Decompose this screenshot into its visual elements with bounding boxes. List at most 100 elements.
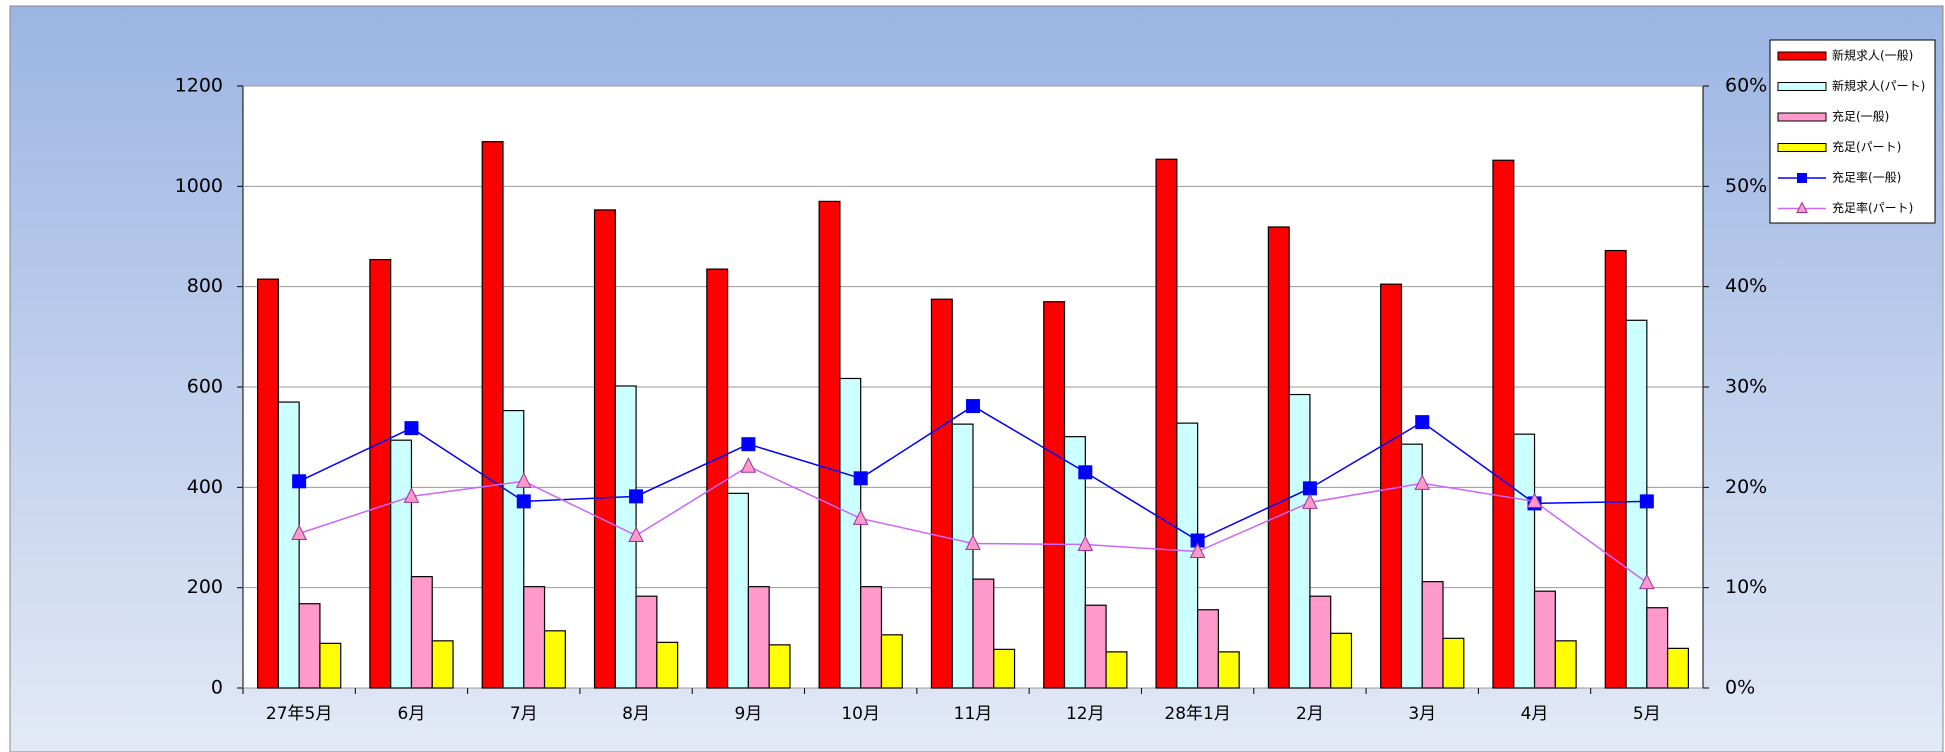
y-tick-label: 800 bbox=[187, 275, 223, 297]
x-tick-label: 2月 bbox=[1296, 704, 1324, 724]
x-tick-label: 10月 bbox=[841, 704, 880, 724]
x-tick-label: 7月 bbox=[510, 704, 538, 724]
bar bbox=[1492, 159, 1515, 689]
bar bbox=[523, 586, 546, 689]
bar bbox=[1105, 651, 1128, 689]
bar bbox=[972, 578, 995, 689]
legend-label: 充足率(パート) bbox=[1832, 200, 1913, 215]
y-tick-label: 1200 bbox=[175, 75, 223, 97]
marker bbox=[1189, 542, 1206, 559]
legend bbox=[1769, 39, 1936, 224]
legend-items: 新規求人(一般) 新規求人(パート) 充足(一般) 充足(パート) 充足率(一般) 充足率… bbox=[1777, 48, 1925, 215]
marker bbox=[1302, 493, 1318, 509]
x-tick-label: 4月 bbox=[1521, 704, 1549, 724]
marker bbox=[853, 471, 868, 486]
y2-tick-label: 60% bbox=[1725, 75, 1767, 97]
legend-label: 充足率(一般) bbox=[1832, 170, 1901, 185]
marker bbox=[516, 494, 531, 509]
marker bbox=[852, 509, 869, 525]
marker bbox=[515, 472, 532, 488]
bar bbox=[298, 603, 321, 689]
bar bbox=[706, 268, 729, 689]
bar bbox=[431, 640, 454, 689]
x-tick-label: 6月 bbox=[398, 704, 426, 724]
bar bbox=[1533, 590, 1556, 689]
bar bbox=[951, 423, 974, 689]
marker bbox=[1414, 474, 1431, 490]
bar bbox=[839, 377, 862, 689]
legend-swatch bbox=[1777, 143, 1827, 152]
marker bbox=[291, 524, 307, 540]
marker bbox=[1415, 415, 1430, 430]
marker bbox=[628, 526, 644, 542]
bar bbox=[1197, 609, 1219, 689]
y-tick-label: 600 bbox=[187, 376, 223, 398]
legend-label: 新規求人(一般) bbox=[1832, 48, 1913, 63]
marker bbox=[1639, 494, 1654, 509]
bar bbox=[1442, 637, 1465, 689]
marker bbox=[1302, 481, 1317, 496]
y2-tick-label: 50% bbox=[1725, 175, 1767, 197]
bar bbox=[727, 492, 749, 689]
bar bbox=[1288, 393, 1311, 689]
y2-tick-label: 40% bbox=[1725, 275, 1767, 297]
y2-tick-label: 20% bbox=[1725, 476, 1767, 498]
bar bbox=[1063, 436, 1086, 689]
bar bbox=[768, 644, 791, 689]
x-tick-label: 12月 bbox=[1066, 704, 1105, 724]
legend-swatch bbox=[1777, 112, 1827, 122]
y-tick-label: 400 bbox=[187, 476, 223, 498]
legend-marker bbox=[1797, 173, 1807, 183]
bar bbox=[277, 401, 300, 689]
y-tick-label: 0 bbox=[211, 677, 223, 699]
marker bbox=[629, 489, 644, 504]
marker bbox=[1526, 492, 1543, 508]
bar bbox=[1217, 651, 1240, 689]
marker bbox=[404, 421, 419, 436]
marker bbox=[403, 487, 420, 503]
bar bbox=[930, 298, 953, 689]
y2-tick-label: 10% bbox=[1725, 576, 1767, 598]
legend-label: 新規求人(パート) bbox=[1832, 78, 1925, 93]
bar bbox=[1155, 158, 1178, 689]
marker bbox=[741, 437, 756, 452]
bar bbox=[593, 209, 616, 689]
bar bbox=[1309, 595, 1332, 689]
x-tick-label: 27年5月 bbox=[266, 704, 332, 724]
marker bbox=[1077, 535, 1094, 552]
marker bbox=[965, 534, 981, 551]
legend-swatch bbox=[1777, 51, 1827, 61]
marker bbox=[966, 399, 980, 414]
bar bbox=[880, 634, 903, 689]
marker bbox=[1078, 465, 1093, 480]
y-tick-label: 1000 bbox=[175, 175, 223, 197]
marker bbox=[1639, 573, 1655, 590]
legend-label: 充足(一般) bbox=[1832, 109, 1889, 124]
bar bbox=[502, 409, 525, 689]
bar bbox=[993, 648, 1016, 689]
bar bbox=[1084, 604, 1107, 689]
bar bbox=[1421, 581, 1444, 689]
legend-marker bbox=[1796, 201, 1808, 213]
bar bbox=[1646, 607, 1669, 689]
bar bbox=[1667, 647, 1689, 689]
bar bbox=[257, 278, 279, 689]
x-tick-label: 3月 bbox=[1408, 704, 1436, 724]
bar bbox=[1330, 632, 1353, 689]
bar bbox=[860, 586, 883, 689]
x-tick-label: 8月 bbox=[622, 704, 650, 724]
bar bbox=[1400, 443, 1423, 689]
x-tick-label: 9月 bbox=[734, 704, 762, 724]
legend-label: 充足(パート) bbox=[1832, 139, 1901, 154]
bar bbox=[1513, 433, 1536, 689]
bar bbox=[1604, 249, 1627, 689]
y-tick-label: 200 bbox=[187, 576, 223, 598]
y2-tick-label: 30% bbox=[1725, 376, 1767, 398]
bar bbox=[656, 641, 679, 689]
bar bbox=[481, 141, 504, 689]
x-tick-label: 11月 bbox=[954, 704, 993, 724]
x-tick-label: 28年1月 bbox=[1164, 704, 1230, 724]
marker bbox=[292, 474, 307, 489]
marker bbox=[740, 457, 757, 473]
